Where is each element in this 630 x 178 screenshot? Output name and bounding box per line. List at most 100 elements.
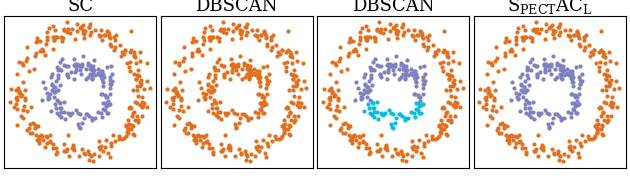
- Point: [350, 134, 360, 137]
- Point: [372, 118, 382, 121]
- Point: [57, 57, 67, 60]
- Point: [452, 102, 462, 105]
- Point: [595, 105, 605, 108]
- Point: [285, 125, 295, 127]
- Point: [49, 86, 59, 89]
- Point: [539, 58, 549, 61]
- Point: [372, 29, 382, 32]
- Point: [205, 48, 215, 50]
- Point: [390, 121, 400, 124]
- Point: [566, 92, 576, 95]
- Point: [541, 109, 551, 111]
- Point: [369, 35, 379, 38]
- Point: [600, 61, 610, 64]
- Point: [324, 98, 335, 101]
- Point: [444, 77, 454, 80]
- Point: [606, 101, 616, 104]
- Point: [571, 30, 581, 33]
- Point: [344, 41, 354, 44]
- Point: [441, 89, 451, 91]
- Point: [388, 113, 398, 116]
- Point: [484, 89, 494, 92]
- Point: [47, 36, 57, 39]
- Point: [187, 55, 197, 57]
- Point: [62, 20, 72, 23]
- Point: [327, 61, 337, 63]
- Point: [99, 34, 109, 36]
- Point: [438, 105, 449, 108]
- Point: [543, 123, 553, 126]
- Point: [25, 132, 35, 135]
- Point: [510, 53, 520, 56]
- Point: [552, 62, 562, 65]
- Point: [570, 102, 580, 105]
- Point: [43, 27, 54, 30]
- Point: [52, 65, 62, 68]
- Point: [353, 53, 364, 56]
- Point: [529, 143, 539, 146]
- Point: [42, 36, 52, 39]
- Point: [562, 67, 572, 70]
- Point: [90, 74, 100, 77]
- Point: [601, 77, 611, 80]
- Point: [285, 51, 295, 54]
- Point: [284, 132, 294, 135]
- Point: [20, 97, 30, 100]
- Point: [481, 95, 491, 98]
- Point: [437, 107, 447, 109]
- Point: [448, 51, 458, 54]
- Point: [87, 69, 97, 72]
- Point: [565, 29, 575, 32]
- Point: [205, 90, 215, 93]
- Point: [250, 154, 260, 157]
- Point: [575, 42, 585, 45]
- Point: [243, 74, 253, 77]
- Point: [377, 114, 387, 116]
- Point: [101, 96, 111, 99]
- Point: [253, 116, 263, 118]
- Point: [106, 142, 116, 145]
- Point: [355, 39, 365, 42]
- Point: [34, 138, 44, 141]
- Point: [408, 73, 418, 76]
- Point: [118, 53, 129, 56]
- Point: [423, 139, 433, 142]
- Point: [234, 23, 244, 26]
- Point: [391, 116, 401, 119]
- Point: [65, 32, 75, 35]
- Point: [236, 152, 246, 155]
- Point: [168, 102, 178, 105]
- Point: [416, 103, 426, 106]
- Point: [500, 52, 510, 55]
- Point: [362, 35, 372, 38]
- Point: [448, 60, 458, 63]
- Point: [525, 61, 535, 64]
- Point: [260, 34, 270, 37]
- Point: [100, 93, 110, 96]
- Point: [289, 73, 299, 76]
- Point: [43, 98, 54, 101]
- Point: [544, 64, 554, 67]
- Point: [216, 118, 226, 121]
- Point: [440, 132, 450, 135]
- Point: [355, 31, 365, 34]
- Point: [202, 110, 212, 113]
- Point: [549, 152, 559, 155]
- Point: [50, 89, 60, 92]
- Point: [567, 72, 577, 75]
- Point: [251, 146, 261, 149]
- Point: [226, 77, 236, 80]
- Point: [14, 91, 24, 94]
- Point: [61, 150, 71, 152]
- Point: [62, 148, 72, 151]
- Point: [512, 95, 522, 98]
- Point: [590, 125, 600, 127]
- Point: [387, 64, 397, 67]
- Point: [574, 75, 584, 78]
- Point: [176, 97, 186, 100]
- Point: [488, 104, 498, 107]
- Point: [382, 77, 392, 80]
- Point: [253, 112, 263, 114]
- Point: [231, 113, 241, 116]
- Point: [282, 50, 292, 53]
